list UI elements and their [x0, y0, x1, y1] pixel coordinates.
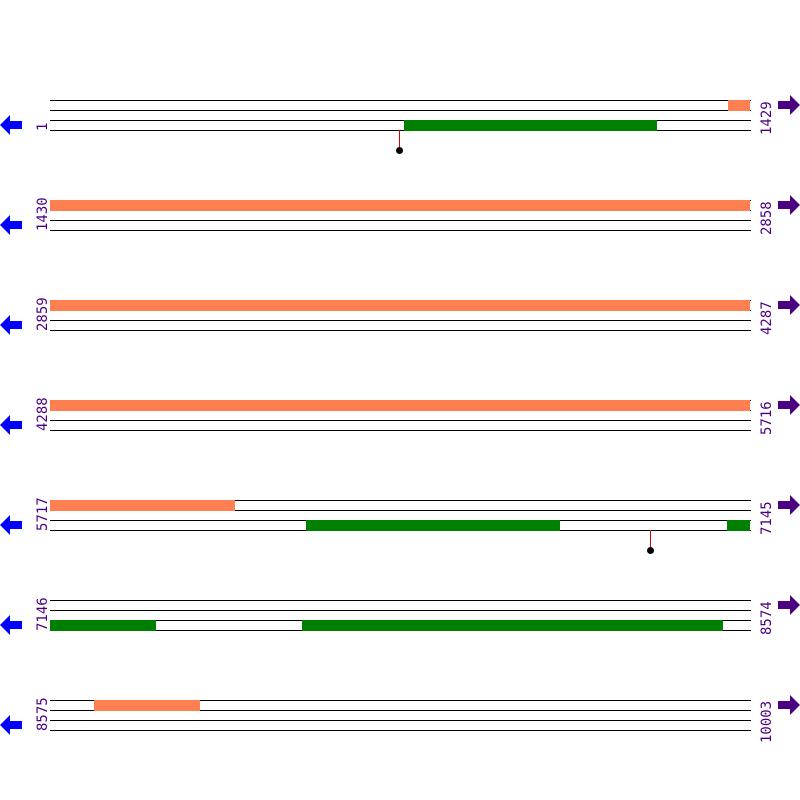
gene-feature [726, 520, 750, 531]
row-start-label: 8575 [35, 697, 51, 731]
track-line [50, 510, 751, 511]
row-start-label: 2859 [35, 297, 51, 331]
left-arrow-icon [0, 514, 22, 536]
track-line [50, 120, 751, 121]
region-feature [50, 400, 750, 411]
right-arrow-icon [778, 94, 800, 116]
right-arrow-icon [778, 694, 800, 716]
track-line [50, 110, 751, 111]
track-line [50, 500, 751, 501]
row-end-label: 1429 [759, 100, 775, 135]
row-start-label: 1430 [35, 197, 51, 231]
gene-feature [301, 620, 724, 631]
right-arrow-icon [778, 394, 800, 416]
row-end-label: 7145 [759, 500, 775, 535]
track-line [50, 610, 751, 611]
region-feature [94, 700, 200, 711]
row-end-label: 8574 [759, 600, 775, 635]
track-line [50, 730, 751, 731]
left-arrow-icon [0, 714, 22, 736]
row-end-label: 10003 [759, 700, 775, 743]
right-arrow-icon [778, 594, 800, 616]
track-line [50, 100, 751, 101]
left-arrow-icon [0, 114, 22, 136]
row-start-label: 7146 [35, 597, 51, 631]
track-line [50, 320, 751, 321]
track-line [50, 430, 751, 431]
left-arrow-icon [0, 414, 22, 436]
region-feature [50, 200, 750, 211]
marker-stem [650, 530, 652, 550]
marker-dot [647, 547, 655, 554]
gene-feature [403, 120, 657, 131]
region-feature [727, 100, 750, 111]
row-start-label: 4288 [35, 397, 51, 431]
region-feature [50, 500, 236, 511]
gene-feature [305, 520, 560, 531]
right-arrow-icon [778, 494, 800, 516]
gene-feature [50, 620, 156, 631]
track-line [50, 720, 751, 721]
track-line [50, 700, 751, 701]
row-start-label: 1 [35, 122, 51, 131]
left-arrow-icon [0, 314, 22, 336]
row-start-label: 5717 [35, 497, 51, 531]
marker-stem [398, 130, 400, 150]
row-end-label: 2858 [759, 200, 775, 235]
track-line [50, 420, 751, 421]
row-end-label: 5716 [759, 400, 775, 435]
right-arrow-icon [778, 194, 800, 216]
track-line [50, 130, 751, 131]
marker-dot [395, 147, 403, 154]
track-line [50, 710, 751, 711]
left-arrow-icon [0, 614, 22, 636]
left-arrow-icon [0, 214, 22, 236]
track-line [50, 220, 751, 221]
right-arrow-icon [778, 294, 800, 316]
region-feature [50, 300, 750, 311]
track-line [50, 330, 751, 331]
track-line [50, 600, 751, 601]
track-line [50, 230, 751, 231]
row-end-label: 4287 [759, 300, 775, 335]
